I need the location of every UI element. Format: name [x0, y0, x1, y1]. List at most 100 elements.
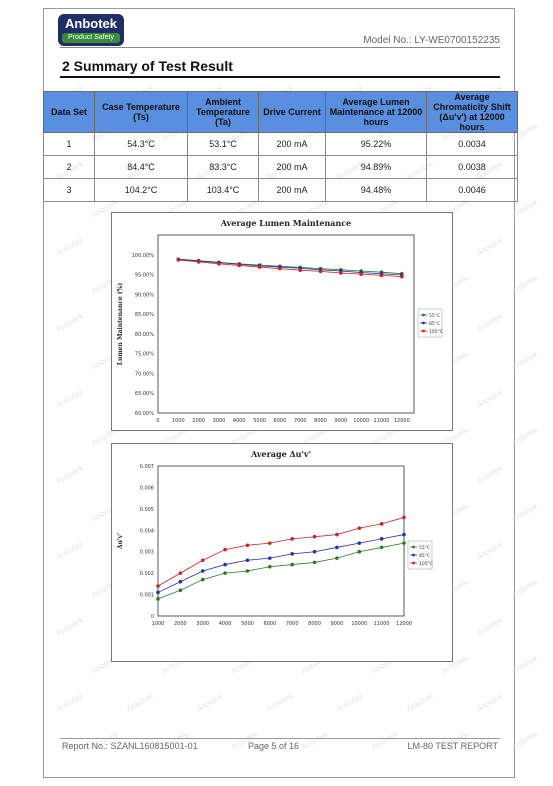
- x-tick-label: 8000: [308, 621, 321, 627]
- y-tick-label: 0.001: [140, 593, 154, 599]
- x-tick-label: 4000: [233, 418, 246, 424]
- x-tick-label: 12000: [396, 621, 412, 627]
- section-title-rule: [60, 76, 500, 78]
- data-point: [245, 543, 250, 548]
- y-tick-label: 65.00%: [135, 391, 154, 397]
- y-tick-label: 60.00%: [135, 411, 154, 417]
- x-tick-label: 7000: [286, 621, 299, 627]
- column-header: Ambient Temperature (Ta): [187, 91, 259, 133]
- data-point: [178, 571, 183, 575]
- data-point: [335, 556, 339, 560]
- x-tick-label: 10000: [351, 621, 367, 627]
- y-tick-label: 70.00%: [135, 371, 154, 377]
- data-point: [290, 552, 294, 556]
- data-point: [257, 265, 262, 269]
- x-tick-label: 3000: [213, 418, 226, 424]
- x-tick-label: 3000: [196, 621, 209, 627]
- data-point: [290, 537, 294, 541]
- table-cell: 95.22%: [325, 132, 427, 156]
- data-point: [312, 560, 317, 565]
- data-point: [379, 522, 384, 526]
- page-frame: [43, 8, 515, 778]
- table-row: 2 84.4°C 83.3°C 200 mA 94.89% 0.0038: [43, 155, 518, 179]
- x-tick-label: 0: [156, 418, 159, 424]
- data-point: [223, 571, 227, 575]
- model-number: Model No.: LY-WE0700152235: [363, 35, 500, 46]
- x-tick-label: 10000: [353, 418, 369, 424]
- data-point: [223, 562, 227, 567]
- data-point: [237, 263, 242, 268]
- data-point: [290, 562, 294, 567]
- data-point: [357, 526, 362, 530]
- column-header: Data Set: [43, 91, 95, 133]
- logo-tagline: Product Safety: [62, 33, 120, 43]
- y-tick-label: 90.00%: [135, 292, 154, 298]
- y-tick-label: 85.00%: [135, 312, 154, 318]
- x-tick-label: 9000: [334, 418, 347, 424]
- data-point: [196, 260, 201, 264]
- data-point: [268, 556, 272, 560]
- table-cell: 200 mA: [258, 178, 326, 202]
- section-title: 2 Summary of Test Result: [62, 58, 233, 74]
- y-tick-label: 0.005: [140, 507, 154, 513]
- data-point: [402, 515, 406, 520]
- chart-title: Average Δu'v': [250, 449, 311, 459]
- chromaticity-shift-chart: Average Δu'v' 0 0.001 0.002 0.003 0.004 0.005 0…: [111, 443, 453, 662]
- data-point: [156, 590, 160, 595]
- y-tick-label: 100.00%: [132, 253, 154, 259]
- chromaticity-shift-chart-svg: Average Δu'v' 0 0.001 0.002 0.003 0.004 0.005 0…: [117, 449, 433, 627]
- data-point: [359, 272, 363, 276]
- legend-label: 85°C: [419, 553, 430, 559]
- y-axis-label: Δu'v': [117, 533, 124, 549]
- column-header: Case Temperature (Ts): [94, 91, 188, 133]
- y-tick-label: 95.00%: [135, 273, 154, 279]
- data-point: [312, 549, 317, 554]
- legend-marker: [412, 545, 415, 549]
- table-row: 1 54.3°C 53.1°C 200 mA 95.22% 0.0034: [43, 132, 518, 156]
- data-point: [268, 564, 272, 569]
- data-point: [156, 597, 160, 601]
- data-point: [178, 588, 183, 593]
- table-cell: 1: [43, 132, 95, 156]
- y-tick-label: 0.006: [140, 485, 154, 491]
- x-tick-label: 5000: [241, 621, 254, 627]
- data-point: [200, 577, 205, 582]
- page-number: Page 5 of 16: [248, 741, 300, 751]
- lumen-maintenance-chart: Average Lumen Maintenance 100.00% 95.00% 90…: [111, 212, 453, 431]
- plot-area: [157, 234, 415, 414]
- data-point: [357, 541, 362, 545]
- column-header: Average Lumen Maintenance at 12000 hours: [325, 91, 427, 133]
- x-tick-label: 9000: [331, 621, 344, 627]
- data-point: [379, 537, 384, 541]
- x-tick-label: 2000: [174, 621, 187, 627]
- legend-label: 105°C: [429, 329, 443, 335]
- data-point: [278, 266, 282, 271]
- legend-label: 105°C: [419, 561, 433, 567]
- data-point: [268, 541, 272, 545]
- series-line: [157, 534, 405, 593]
- logo-brand: Anbotek: [65, 16, 117, 31]
- series-line: [157, 542, 405, 600]
- data-point: [357, 549, 362, 554]
- column-header: Average Chromaticity Shift (Δu'v') at 12…: [426, 91, 518, 133]
- data-point: [200, 569, 205, 573]
- table-cell: 0.0046: [426, 178, 518, 202]
- data-point: [200, 558, 205, 563]
- x-tick-label: 4000: [219, 621, 232, 627]
- series-line: [157, 517, 405, 587]
- x-tick-label: 1000: [152, 621, 165, 627]
- y-tick-label: 80.00%: [135, 332, 154, 338]
- column-header: Drive Current: [258, 91, 326, 133]
- x-tick-label: 2000: [192, 418, 205, 424]
- data-point: [379, 273, 384, 278]
- table-cell: 84.4°C: [94, 155, 188, 179]
- table-cell: 104.2°C: [94, 178, 188, 202]
- data-point: [402, 541, 406, 545]
- report-type: LM-80 TEST REPORT: [407, 741, 498, 751]
- data-point: [245, 569, 250, 573]
- legend-marker: [412, 561, 415, 565]
- table-cell: 94.48%: [325, 178, 427, 202]
- table-cell: 0.0038: [426, 155, 518, 179]
- data-point: [245, 558, 250, 563]
- data-point: [223, 547, 227, 552]
